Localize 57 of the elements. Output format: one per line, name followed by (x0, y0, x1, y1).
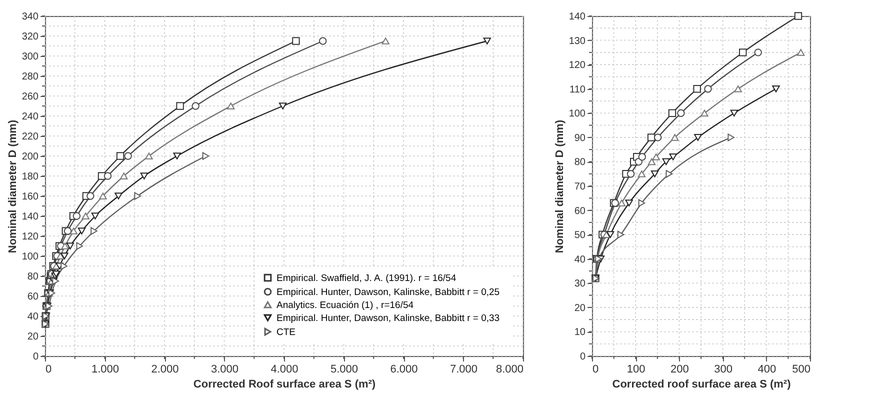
x-tick-label: 1.000 (91, 364, 120, 376)
y-tick-label: 10 (574, 327, 586, 338)
legend-label: Empirical. Swaffield, J. A. (1991). r = 16/54 (276, 272, 456, 284)
x-tick-label: 4.000 (270, 364, 298, 376)
x-tick-label: 0 (46, 364, 52, 376)
x-tick-label: 3.000 (210, 364, 239, 376)
x-tick-label: 400 (758, 364, 776, 376)
x-tick-label: 2.000 (151, 364, 179, 376)
y-tick-label: 200 (22, 152, 39, 162)
x-tick-label: 5.000 (330, 364, 358, 376)
y-tick-label: 60 (27, 292, 39, 302)
y-tick-label: 110 (570, 84, 586, 96)
y-axis-title: Nominal diameter D (mm) (554, 120, 566, 254)
legend-label: CTE (276, 326, 296, 338)
x-axis-title: Corrected Roof surface area S (m²) (193, 378, 376, 390)
y-tick-label: 70 (574, 182, 586, 192)
x-axis-title: Corrected roof surface area S (m²) (612, 378, 792, 390)
y-tick-label: 0 (32, 352, 39, 362)
y-tick-label: 260 (22, 92, 39, 102)
y-tick-label: 140 (22, 212, 39, 222)
x-tick-label: 500 (792, 364, 810, 376)
y-tick-label: 140 (568, 12, 586, 22)
y-tick-label: 50 (574, 230, 586, 242)
legend-label: Analytics. Ecuación (1) , r=16/54 (276, 300, 414, 311)
y-tick-label: 0 (580, 352, 586, 362)
x-tick-label: 300 (714, 364, 732, 376)
y-tick-label: 320 (22, 32, 39, 42)
y-tick-label: 80 (574, 157, 586, 168)
x-tick-label: 0 (592, 364, 599, 376)
y-tick-label: 30 (574, 278, 586, 290)
y-tick-label: 120 (22, 232, 39, 242)
y-tick-label: 90 (574, 132, 586, 144)
y-tick-label: 20 (574, 302, 586, 314)
x-tick-label: 200 (670, 364, 689, 376)
x-tick-label: 6.000 (390, 364, 418, 376)
y-tick-label: 20 (27, 332, 39, 342)
y-tick-label: 100 (568, 108, 586, 120)
y-tick-label: 240 (22, 112, 39, 122)
x-tick-label: 7.000 (450, 364, 478, 376)
y-tick-label: 120 (568, 60, 586, 72)
y-tick-label: 80 (27, 272, 39, 282)
y-axis-title: Nominal diameter D (mm) (6, 120, 19, 254)
y-tick-label: 300 (22, 52, 39, 62)
y-tick-label: 60 (574, 206, 586, 217)
y-tick-label: 280 (22, 72, 39, 82)
y-tick-label: 40 (574, 254, 586, 266)
y-tick-label: 100 (22, 252, 39, 262)
y-tick-label: 220 (22, 132, 39, 142)
y-tick-label: 160 (22, 192, 39, 202)
y-tick-label: 340 (22, 12, 39, 22)
legend-label: Empirical. Hunter, Dawson, Kalinske, Babbitt r = 0,33 (276, 312, 500, 324)
y-tick-label: 180 (22, 172, 39, 182)
x-tick-label: 8.000 (496, 364, 524, 376)
x-tick-label: 100 (626, 364, 646, 376)
legend-label: Empirical. Hunter, Dawson, Kalinske, Babbitt r = 0,25 (276, 286, 500, 298)
y-tick-label: 40 (27, 312, 39, 322)
y-tick-label: 130 (568, 36, 586, 47)
